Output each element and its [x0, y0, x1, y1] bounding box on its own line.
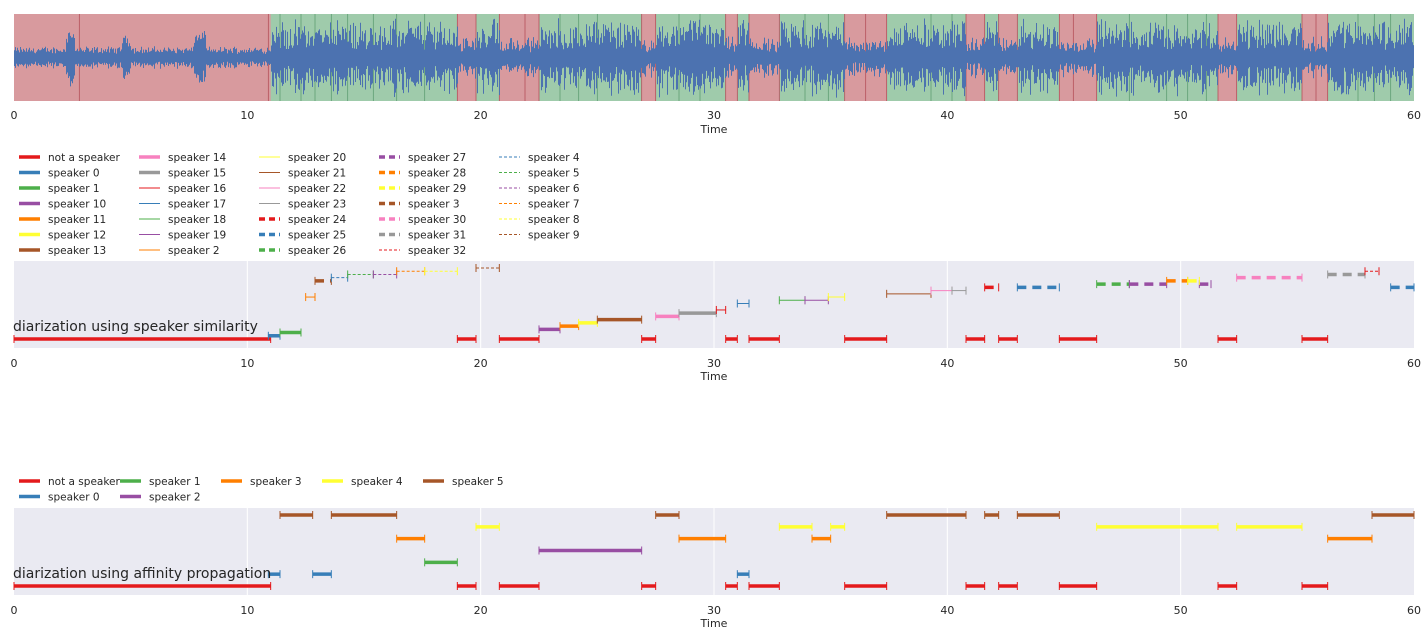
x-tick-label: 20: [474, 357, 488, 370]
legend-label: speaker 0: [48, 492, 100, 504]
x-tick-label: 0: [11, 109, 18, 122]
legend-label: speaker 12: [48, 230, 106, 242]
x-tick-label: 40: [940, 109, 954, 122]
x-tick-label: 30: [707, 604, 721, 617]
legend-label: speaker 28: [408, 168, 466, 180]
legend-label: speaker 9: [528, 230, 580, 242]
legend-label: speaker 18: [168, 214, 226, 226]
similarity-segments: [13, 264, 1415, 343]
x-tick-label: 50: [1174, 604, 1188, 617]
affinity-x-axis-label: Time: [700, 617, 728, 630]
x-tick-label: 60: [1407, 109, 1421, 122]
legend-label: speaker 3: [250, 476, 302, 488]
x-tick-label: 60: [1407, 357, 1421, 370]
legend-label: not a speaker: [48, 476, 121, 488]
x-tick-label: 20: [474, 109, 488, 122]
legend-label: speaker 25: [288, 230, 346, 242]
legend-label: speaker 29: [408, 183, 466, 195]
legend-label: speaker 19: [168, 230, 226, 242]
x-tick-label: 40: [940, 357, 954, 370]
waveform-trace: [14, 18, 1414, 98]
x-tick-label: 50: [1174, 109, 1188, 122]
legend-label: speaker 6: [528, 183, 580, 195]
x-tick-label: 30: [707, 109, 721, 122]
legend-label: speaker 20: [288, 152, 346, 164]
waveform-x-axis-label: Time: [700, 123, 728, 136]
x-tick-label: 10: [240, 109, 254, 122]
legend-label: speaker 4: [351, 476, 403, 488]
x-tick-label: 0: [11, 357, 18, 370]
legend-label: speaker 2: [149, 492, 201, 504]
x-tick-label: 20: [474, 604, 488, 617]
legend-label: speaker 0: [48, 168, 100, 180]
similarity-x-axis-ticks: 0 10 20 30 40 50 60: [11, 357, 1422, 370]
similarity-x-axis-label: Time: [700, 370, 728, 383]
legend-label: speaker 16: [168, 183, 227, 195]
x-tick-label: 50: [1174, 357, 1188, 370]
legend-label: speaker 3: [408, 199, 460, 211]
similarity-legend: not a speaker speaker 0 speaker 1 speaker 1…: [19, 152, 580, 257]
legend-label: speaker 2: [168, 245, 220, 257]
legend-label: speaker 4: [528, 152, 580, 164]
similarity-panel: not a speaker speaker 0 speaker 1 speaker 1…: [11, 152, 1422, 383]
x-tick-label: 0: [11, 604, 18, 617]
legend-label: speaker 5: [452, 476, 504, 488]
legend-label: not a speaker: [48, 152, 121, 164]
legend-label: speaker 5: [528, 168, 580, 180]
legend-label: speaker 17: [168, 199, 226, 211]
legend-label: speaker 14: [168, 152, 227, 164]
audio-waveform: [14, 18, 1414, 98]
legend-label: speaker 26: [288, 245, 347, 257]
affinity-title: diarization using affinity propagation: [13, 566, 271, 582]
legend-label: speaker 1: [48, 183, 100, 195]
similarity-gridlines: [246, 261, 1182, 348]
legend-label: speaker 24: [288, 214, 347, 226]
legend-label: speaker 23: [288, 199, 346, 211]
legend-label: speaker 10: [48, 199, 106, 211]
x-tick-label: 30: [707, 357, 721, 370]
x-tick-label: 60: [1407, 604, 1421, 617]
affinity-legend: not a speaker speaker 0 speaker 1 speaker 2…: [19, 476, 504, 504]
waveform-panel: 0 10 20 30 40 50 60 Time: [11, 14, 1422, 136]
legend-label: speaker 32: [408, 245, 466, 257]
legend-label: speaker 30: [408, 214, 466, 226]
x-tick-label: 40: [940, 604, 954, 617]
affinity-segments: [13, 511, 1415, 590]
affinity-gridlines: [246, 508, 1182, 595]
affinity-panel: not a speaker speaker 0 speaker 1 speaker 2…: [11, 476, 1422, 630]
similarity-title: diarization using speaker similarity: [13, 319, 258, 335]
affinity-x-axis-ticks: 0 10 20 30 40 50 60: [11, 604, 1422, 617]
legend-label: speaker 1: [149, 476, 201, 488]
legend-label: speaker 7: [528, 199, 580, 211]
waveform-x-axis-ticks: 0 10 20 30 40 50 60: [11, 109, 1422, 122]
x-tick-label: 10: [240, 604, 254, 617]
legend-label: speaker 22: [288, 183, 346, 195]
legend-label: speaker 8: [528, 214, 580, 226]
legend-label: speaker 13: [48, 245, 106, 257]
legend-label: speaker 21: [288, 168, 346, 180]
legend-label: speaker 27: [408, 152, 466, 164]
x-tick-label: 10: [240, 357, 254, 370]
legend-label: speaker 31: [408, 230, 466, 242]
legend-label: speaker 15: [168, 168, 226, 180]
legend-label: speaker 11: [48, 214, 106, 226]
